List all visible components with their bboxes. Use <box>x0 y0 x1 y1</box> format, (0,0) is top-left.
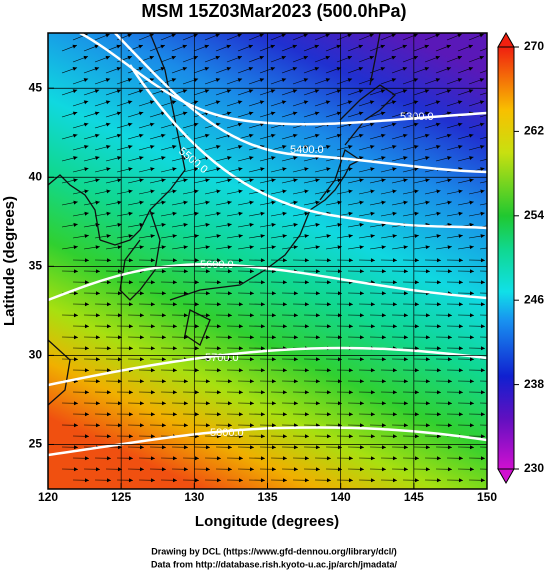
colorbar-tick-label: 238 <box>524 377 544 391</box>
y-axis-label: Latitude (degrees) <box>1 196 18 326</box>
footer: Drawing by DCL (https://www.gfd-dennou.o… <box>151 546 397 556</box>
wind-arrow-head <box>491 200 496 205</box>
colorbar-tick-label: 254 <box>524 208 544 222</box>
wind-arrow-head <box>492 401 496 405</box>
plot-area: 5300.0 5400.0 5500.0 5600.0 5700.0 5800.… <box>48 32 507 489</box>
y-tick-label: 35 <box>29 259 43 273</box>
colorbar <box>498 47 514 469</box>
wind-arrow-head <box>491 110 496 115</box>
wind-arrow-head <box>492 467 496 471</box>
wind-arrow-head <box>491 177 496 182</box>
wind-arrow-head <box>492 269 496 273</box>
wind-arrow-head <box>492 335 496 339</box>
colorbar-tick-label: 262 <box>524 124 544 138</box>
contour-label: 5300.0 <box>400 111 434 123</box>
wind-arrow-head <box>491 88 496 93</box>
colorbar-extend <box>498 33 514 47</box>
colorbar-extend <box>498 469 514 483</box>
x-tick-label: 125 <box>111 490 131 504</box>
wind-arrow-head <box>491 155 496 160</box>
wind-arrow-head <box>490 43 495 48</box>
colorbar-tick-label: 270 <box>524 39 544 53</box>
y-tick-label: 25 <box>29 437 43 451</box>
y-tick-label: 45 <box>29 80 43 94</box>
wind-arrow-head <box>492 357 496 361</box>
colorbar-tick-label: 230 <box>524 461 544 475</box>
colorbar-tick-label: 246 <box>524 292 544 306</box>
wind-arrow-head <box>492 445 496 449</box>
x-axis-label: Longitude (degrees) <box>195 513 339 530</box>
y-tick-label: 30 <box>29 348 43 362</box>
footer: Data from http://database.rish.kyoto-u.a… <box>151 559 398 569</box>
x-tick-label: 120 <box>38 490 58 504</box>
x-tick-label: 145 <box>404 490 424 504</box>
wind-arrow-head <box>492 245 497 250</box>
contour-label: 5700.0 <box>205 352 239 364</box>
wind-arrow-head <box>492 291 496 295</box>
y-tick-label: 40 <box>29 169 43 183</box>
wind-arrow-head <box>492 313 496 317</box>
contour-label: 5400.0 <box>290 144 324 156</box>
x-tick-label: 150 <box>477 490 497 504</box>
x-tick-label: 135 <box>257 490 277 504</box>
title: MSM 15Z03Mar2023 (500.0hPa) <box>141 1 406 21</box>
wind-arrow-head <box>492 379 496 383</box>
wind-arrow-head <box>491 66 496 71</box>
x-tick-label: 130 <box>184 490 204 504</box>
x-tick-label: 140 <box>331 490 351 504</box>
contour-label: 5600.0 <box>200 259 234 271</box>
wind-arrow-head <box>491 222 496 227</box>
contour-label: 5800.0 <box>210 427 244 439</box>
wind-arrow-head <box>491 133 496 138</box>
wind-arrow-head <box>492 423 496 427</box>
